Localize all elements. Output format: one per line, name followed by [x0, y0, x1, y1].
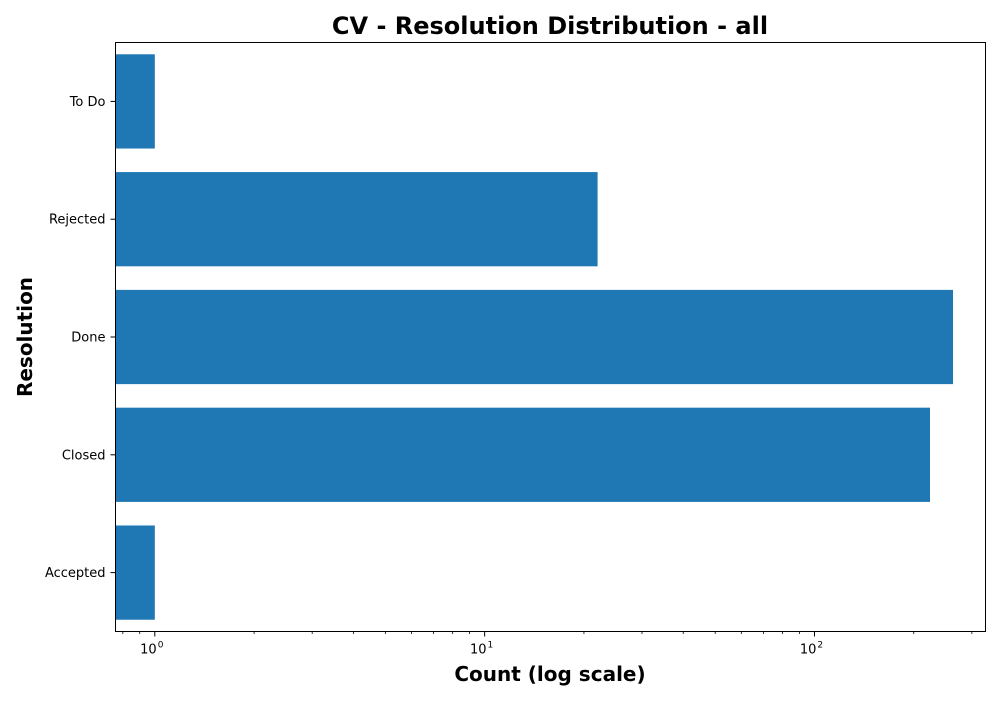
x-axis-ticks: 100 101 102 [122, 631, 973, 658]
bar-closed [115, 407, 931, 502]
y-tick-label: Closed [62, 448, 106, 463]
y-tick-label: Done [71, 331, 105, 346]
x-tick-label: 100 [140, 641, 164, 658]
bar-accepted [115, 525, 155, 620]
plot-frame [115, 42, 986, 632]
y-axis-label: Resolution [13, 277, 37, 397]
bar-rejected [115, 172, 598, 267]
chart-title: CV - Resolution Distribution - all [332, 12, 768, 40]
bar-done [115, 289, 953, 385]
bar-to-do [115, 54, 155, 149]
x-tick-label: 102 [800, 641, 823, 658]
y-tick-label: Rejected [49, 213, 106, 228]
y-axis-ticks: To Do Rejected Done Closed Accepted [45, 95, 116, 581]
y-tick-label: To Do [69, 95, 106, 110]
y-tick-label: Accepted [45, 566, 106, 581]
x-axis-label: Count (log scale) [454, 662, 645, 686]
x-tick-label: 101 [470, 641, 493, 658]
bars-layer [115, 54, 953, 620]
